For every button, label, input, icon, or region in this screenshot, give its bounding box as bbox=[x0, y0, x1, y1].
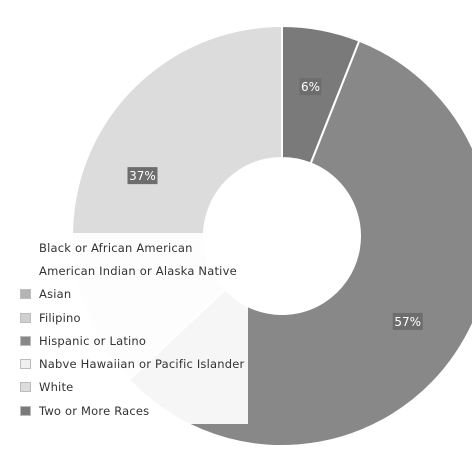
legend-swatch bbox=[20, 382, 31, 393]
legend-label: Two or More Races bbox=[39, 403, 150, 418]
legend-label: Asian bbox=[39, 287, 72, 302]
legend-item-asian: Asian bbox=[20, 283, 244, 306]
legend-label: Nabve Hawaiian or Pacific Islander bbox=[39, 357, 245, 372]
legend-item-filipino: Filipino bbox=[20, 306, 244, 329]
legend-swatch bbox=[20, 405, 31, 416]
legend-item-american-indian-or-alaska-native: American Indian or Alaska Native bbox=[20, 259, 244, 282]
legend-swatch bbox=[20, 312, 31, 323]
legend-item-hispanic-or-latino: Hispanic or Latino bbox=[20, 329, 244, 352]
data-label-text: 6% bbox=[301, 80, 320, 94]
legend-label: Black or African American bbox=[39, 240, 193, 255]
legend: Black or African American American India… bbox=[20, 233, 249, 425]
legend-swatch bbox=[20, 359, 31, 370]
legend-label: Filipino bbox=[39, 310, 81, 325]
data-label: 57% bbox=[392, 312, 423, 330]
data-label-text: 37% bbox=[129, 169, 156, 183]
data-label: 37% bbox=[127, 167, 158, 185]
data-label-box bbox=[392, 312, 423, 330]
data-label-box bbox=[299, 78, 322, 96]
legend-label: American Indian or Alaska Native bbox=[39, 263, 237, 278]
legend-swatch bbox=[20, 243, 31, 253]
legend-label: Hispanic or Latino bbox=[39, 333, 147, 348]
legend-label: White bbox=[39, 380, 74, 395]
legend-item-black-or-african-american: Black or African American bbox=[20, 236, 244, 259]
legend-swatch bbox=[20, 335, 31, 346]
data-label-text: 57% bbox=[394, 315, 421, 329]
legend-swatch bbox=[20, 266, 31, 276]
legend-item-native-hawaiian-or-pacific-islander: Nabve Hawaiian or Pacific Islander bbox=[20, 352, 244, 375]
legend-item-two-or-more-races: Two or More Races bbox=[20, 399, 244, 422]
legend-swatch bbox=[20, 289, 31, 300]
data-label: 6% bbox=[299, 78, 322, 96]
data-label-box bbox=[127, 167, 158, 185]
legend-item-white: White bbox=[20, 376, 244, 399]
